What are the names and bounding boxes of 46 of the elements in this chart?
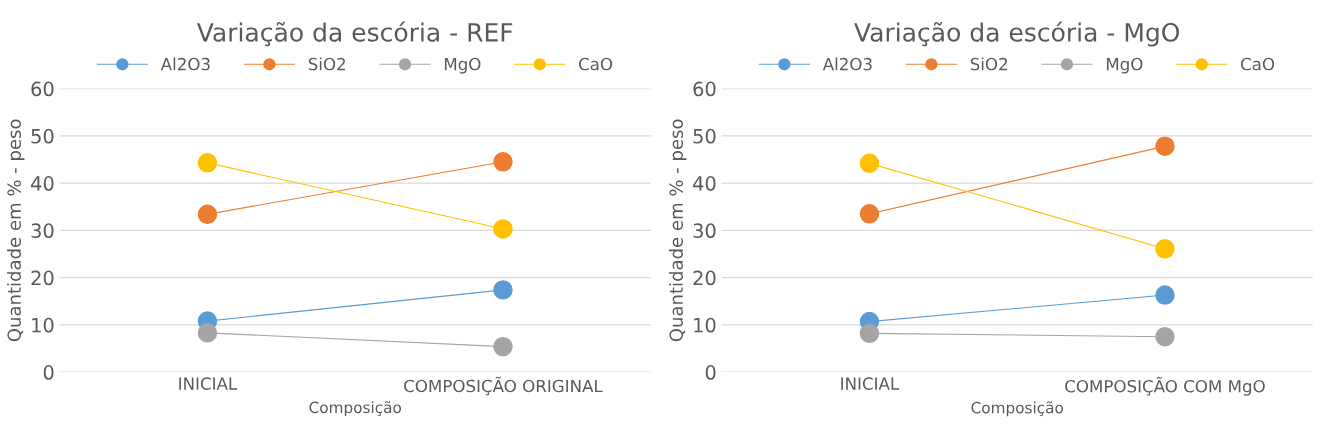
point: [493, 152, 513, 172]
chart-title: Variação da escória - MgO: [854, 21, 1180, 47]
point: [1155, 136, 1175, 156]
y-tick-label: 30: [31, 223, 54, 239]
y-tick-label: 40: [31, 176, 54, 191]
point: [197, 323, 218, 343]
y-tick-label: 0: [705, 365, 716, 380]
y-tick-label: 20: [31, 270, 54, 286]
point: [1155, 285, 1175, 305]
point: [859, 153, 880, 173]
x-tick-label: INICIAL: [841, 377, 900, 390]
point: [1155, 239, 1175, 259]
y-tick-label: 20: [693, 270, 716, 286]
y-tick-label: 40: [693, 176, 716, 191]
legend-label: Al2O3: [160, 57, 210, 71]
legend-label: CaO: [1241, 57, 1275, 71]
x-tick-label: COMPOSIÇÃO COM MgO: [1065, 376, 1265, 396]
y-axis-title: Quantidade em % - peso: [7, 119, 25, 342]
chart-title: Variação da escória - REF: [196, 21, 513, 47]
x-tick-label: COMPOSIÇÃO ORIGINAL: [404, 376, 603, 396]
x-axis-title: Composição: [971, 401, 1063, 417]
x-axis-title: Composição: [309, 401, 401, 417]
point: [197, 153, 218, 173]
y-tick-label: 30: [693, 223, 716, 239]
point: [859, 323, 880, 344]
legend-label: MgO: [1106, 57, 1143, 74]
legend-label: SiO2: [308, 57, 345, 71]
x-tick-label: INICIAL: [179, 377, 238, 390]
point: [197, 204, 218, 225]
y-tick-label: 60: [693, 81, 716, 97]
point: [859, 204, 880, 224]
legend-label: Al2O3: [822, 57, 872, 71]
y-tick-label: 0: [43, 365, 54, 380]
point: [493, 280, 513, 300]
y-tick-label: 50: [693, 128, 716, 144]
y-axis-title: Quantidade em % - peso: [669, 119, 687, 342]
point: [493, 336, 513, 357]
y-tick-label: 50: [31, 128, 54, 144]
legend-label: SiO2: [970, 57, 1007, 71]
legend-label: CaO: [579, 57, 613, 71]
y-tick-label: 60: [31, 81, 54, 97]
y-tick-label: 10: [694, 317, 716, 333]
y-tick-label: 10: [32, 317, 54, 333]
point: [493, 219, 513, 239]
point: [1155, 326, 1175, 347]
legend-label: MgO: [444, 57, 481, 74]
